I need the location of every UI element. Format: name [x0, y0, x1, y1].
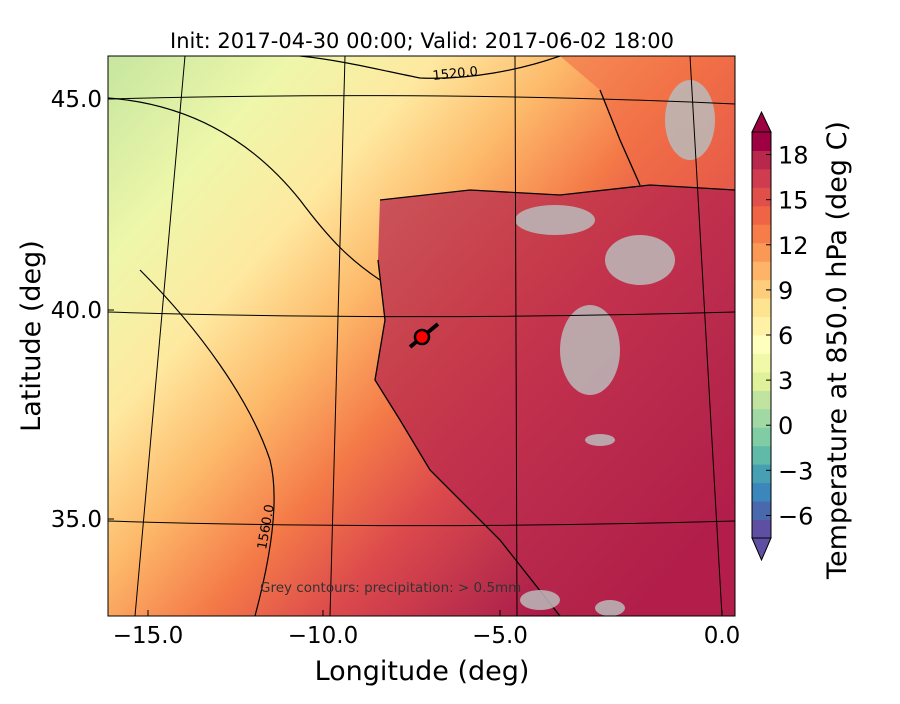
colorbar: 18 15 12 9 6 3 0 −3 −6 — [751, 110, 813, 562]
contour-1520 — [108, 56, 561, 281]
colorbar-label: Temperature at 850.0 hPa (deg C) — [822, 121, 853, 580]
x-tick-label: −15.0 — [113, 623, 183, 649]
colorbar-segment — [752, 187, 771, 207]
colorbar-segment — [752, 482, 771, 502]
graticule — [108, 56, 735, 616]
colorbar-tick-label: 6 — [778, 322, 793, 350]
y-tick-label: 35.0 — [51, 507, 102, 533]
colorbar-segment — [752, 390, 771, 410]
colorbar-segment — [752, 261, 771, 281]
colorbar-tick-label: 15 — [778, 187, 809, 215]
colorbar-segment — [752, 150, 771, 170]
y-tick-label: 45.0 — [51, 87, 102, 113]
colorbar-tick-label: −6 — [778, 502, 813, 530]
colorbar-segment — [752, 316, 771, 336]
colorbar-extend-min — [751, 537, 772, 562]
precip-annotation: Grey contours: precipitation: > 0.5mm — [260, 580, 521, 596]
x-axis-label: Longitude (deg) — [315, 656, 530, 687]
colorbar-segment — [752, 501, 771, 521]
map-area — [108, 56, 735, 616]
colorbar-tick-label: 0 — [778, 412, 793, 440]
precip-areas — [515, 80, 715, 616]
colorbar-tick-label: 18 — [778, 142, 809, 170]
colorbar-segment — [752, 168, 771, 188]
x-tick-label: 0.0 — [704, 623, 741, 649]
colorbar-segment — [752, 242, 771, 262]
contour-1560 — [139, 269, 275, 616]
chart-title: Init: 2017-04-30 00:00; Valid: 2017-06-0… — [170, 29, 674, 53]
x-tick-label: −5.0 — [472, 623, 528, 649]
y-tick-label: 40.0 — [51, 298, 102, 324]
colorbar-tick-label: 3 — [778, 367, 793, 395]
colorbar-segment — [752, 519, 771, 539]
colorbar-segment — [752, 298, 771, 318]
location-marker — [413, 328, 431, 346]
colorbar-tick-label: 9 — [778, 277, 793, 305]
y-axis: 45.0 40.0 35.0 — [51, 87, 114, 533]
plot-frame — [107, 55, 736, 617]
colorbar-segment — [752, 371, 771, 391]
colorbar-extend-max — [751, 110, 772, 133]
colorbar-segment — [752, 205, 771, 225]
colorbar-segment — [752, 445, 771, 465]
colorbar-segment — [752, 132, 771, 151]
colorbar-segment — [752, 427, 771, 447]
colorbar-segment — [752, 408, 771, 428]
colorbar-tick-label: 12 — [778, 232, 809, 260]
colorbar-segment — [752, 335, 771, 354]
x-axis: −15.0 −10.0 −5.0 0.0 — [113, 610, 741, 649]
colorbar-segment — [752, 279, 771, 299]
land-iberia — [375, 185, 735, 616]
x-tick-label: −10.0 — [288, 623, 358, 649]
colorbar-segment — [752, 464, 771, 484]
contour-label-1520: 1520.0 — [432, 64, 479, 84]
coastline — [374, 89, 735, 616]
colorbar-tick-label: −3 — [778, 457, 813, 485]
colorbar-segment — [752, 224, 771, 244]
colorbar-segment — [752, 353, 771, 373]
y-axis-label: Latitude (deg) — [16, 240, 47, 432]
